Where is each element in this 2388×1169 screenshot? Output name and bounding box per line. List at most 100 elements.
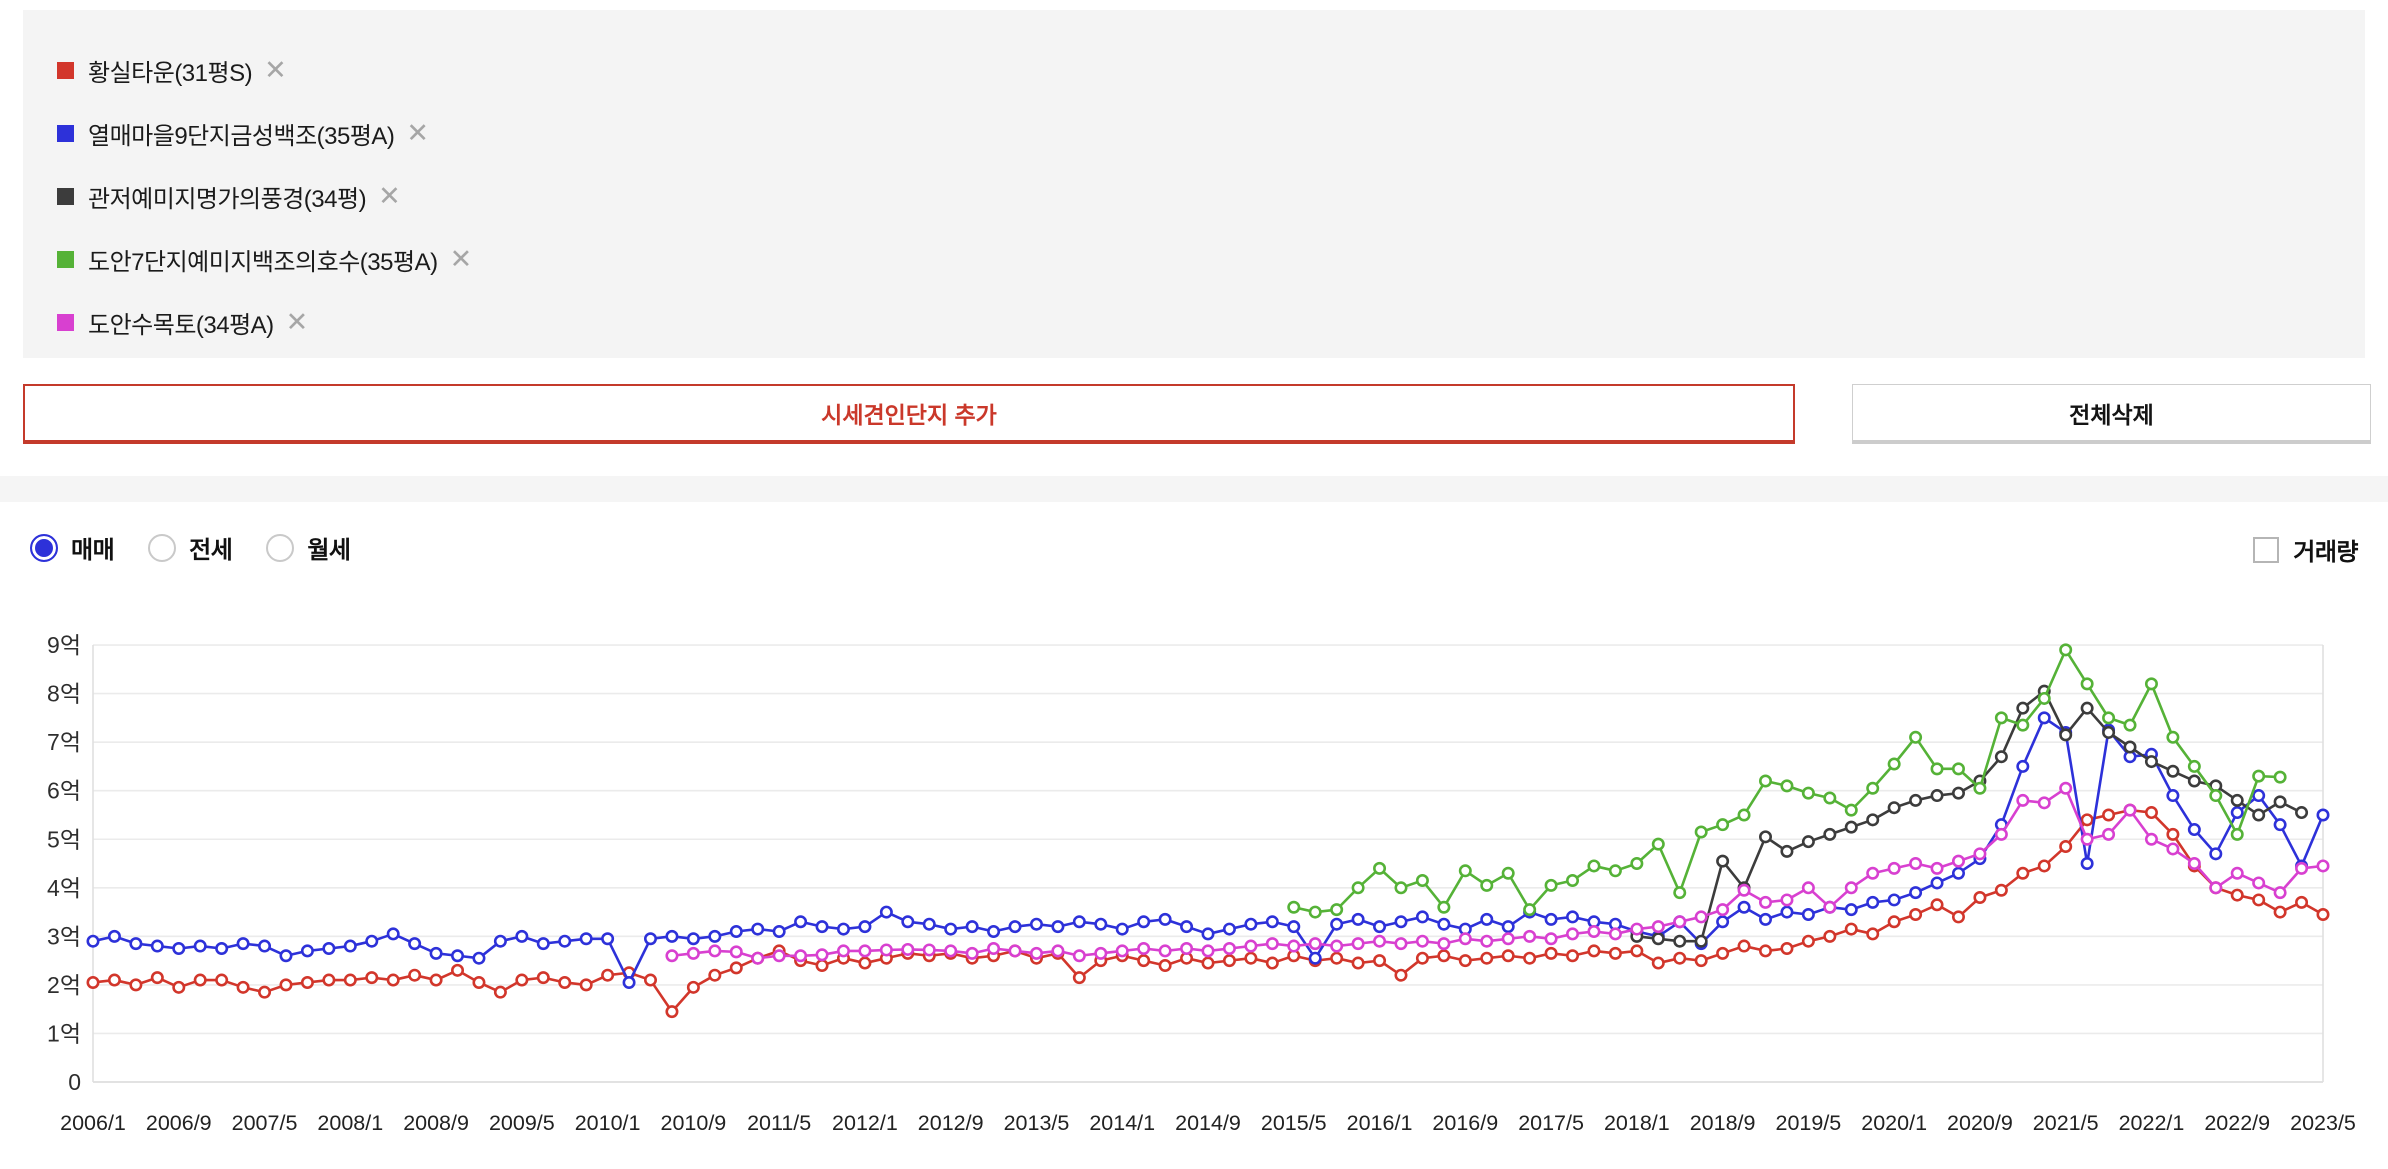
data-point-marker [1287, 920, 1301, 934]
data-point-marker [1480, 878, 1494, 892]
remove-icon[interactable]: ✕ [264, 54, 287, 85]
remove-icon[interactable]: ✕ [285, 306, 309, 337]
data-point-marker [1780, 844, 1794, 858]
data-point-marker [1651, 920, 1665, 934]
data-point-marker [1115, 922, 1129, 936]
data-point-marker [1351, 956, 1365, 970]
series-color-swatch [57, 124, 74, 142]
data-point-marker [1951, 854, 1965, 868]
data-point-marker [1415, 951, 1429, 965]
data-point-marker [2166, 789, 2180, 803]
data-point-marker [1330, 939, 1344, 953]
data-point-marker [1587, 944, 1601, 958]
data-point-marker [1801, 786, 1815, 800]
data-point-marker [1887, 861, 1901, 875]
radio-wolse[interactable]: 월세 [266, 530, 351, 565]
data-point-marker [129, 978, 143, 992]
data-point-marker [1759, 944, 1773, 958]
remove-icon[interactable]: ✕ [449, 243, 473, 274]
data-point-marker [322, 941, 336, 955]
data-point-marker [472, 951, 486, 965]
data-point-marker [1394, 937, 1408, 951]
radio-maemae[interactable]: 매매 [30, 530, 115, 565]
data-point-marker [1094, 946, 1108, 960]
data-point-marker [322, 973, 336, 987]
data-point-marker [1608, 927, 1622, 941]
data-point-marker [2166, 764, 2180, 778]
data-point-marker [987, 924, 1001, 938]
data-point-marker [1630, 922, 1644, 936]
complex-name: 도안7단지예미지백조의호수(35평A) [88, 248, 438, 276]
volume-checkbox[interactable]: 거래량 [2253, 532, 2358, 567]
clear-all-button[interactable]: 전체삭제 [1852, 384, 2371, 444]
x-axis-tick-label: 2012/9 [918, 1111, 984, 1135]
data-point-marker [1265, 937, 1279, 951]
data-point-marker [429, 946, 443, 960]
data-point-marker [1844, 803, 1858, 817]
x-axis-tick-label: 2006/9 [146, 1111, 212, 1135]
data-point-marker [129, 937, 143, 951]
data-point-marker [686, 980, 700, 994]
data-point-marker [1587, 859, 1601, 873]
data-point-marker [1930, 898, 1944, 912]
data-point-marker [1308, 951, 1322, 965]
data-point-marker [558, 934, 572, 948]
x-axis-tick-label: 2007/5 [232, 1111, 298, 1135]
data-point-marker [300, 944, 314, 958]
data-point-marker [2273, 795, 2287, 809]
x-axis-tick-label: 2011/5 [747, 1111, 811, 1135]
data-point-marker [2252, 808, 2266, 822]
data-point-marker [858, 956, 872, 970]
data-point-marker [193, 973, 207, 987]
data-point-marker [451, 963, 465, 977]
x-axis-tick-label: 2006/1 [60, 1111, 126, 1135]
data-point-marker [1308, 905, 1322, 919]
compare-legend-panel: 황실타운(31평S) ✕ 열매마을9단지금성백조(35평A) ✕ 관저예미지명가… [23, 10, 2365, 358]
radio-jeonse[interactable]: 전세 [148, 530, 233, 565]
data-point-marker [2037, 859, 2051, 873]
data-point-marker [1673, 951, 1687, 965]
y-axis-tick-label: 4억 [47, 875, 81, 901]
data-point-marker [2080, 701, 2094, 715]
data-point-marker [472, 975, 486, 989]
data-point-marker [665, 929, 679, 943]
data-point-marker [643, 973, 657, 987]
remove-icon[interactable]: ✕ [378, 180, 401, 211]
data-point-marker [1351, 881, 1365, 895]
data-point-marker [1694, 825, 1708, 839]
data-point-marker [794, 949, 808, 963]
legend-item: 도안7단지예미지백조의호수(35평A) ✕ [57, 242, 472, 276]
data-point-marker [2080, 677, 2094, 691]
data-point-marker [1523, 929, 1537, 943]
data-point-marker [150, 939, 164, 953]
data-point-marker [815, 958, 829, 972]
data-point-marker [1823, 900, 1837, 914]
data-point-marker [729, 924, 743, 938]
radio-unselected-icon [148, 533, 177, 562]
data-point-marker [922, 943, 936, 957]
data-point-marker [1501, 949, 1515, 963]
data-point-marker [622, 975, 636, 989]
data-point-marker [1201, 944, 1215, 958]
data-point-marker [1930, 762, 1944, 776]
x-axis-tick-label: 2022/9 [2204, 1111, 2270, 1135]
data-point-marker [2144, 832, 2158, 846]
data-point-marker [1930, 861, 1944, 875]
y-axis-tick-label: 1억 [47, 1020, 81, 1046]
data-point-marker [2144, 806, 2158, 820]
remove-icon[interactable]: ✕ [406, 117, 430, 148]
data-point-marker [2059, 728, 2073, 742]
data-point-marker [1887, 893, 1901, 907]
add-complex-button[interactable]: 시세견인단지 추가 [23, 384, 1795, 444]
data-point-marker [1844, 820, 1858, 834]
legend-item: 관저예미지명가의풍경(34평) ✕ [57, 179, 401, 213]
data-point-marker [879, 943, 893, 957]
data-point-marker [86, 975, 100, 989]
data-point-marker [1994, 711, 2008, 725]
series-line [670, 786, 2325, 960]
radio-label: 매매 [71, 537, 115, 564]
data-point-marker [1651, 956, 1665, 970]
data-point-marker [1909, 886, 1923, 900]
data-point-marker [343, 973, 357, 987]
data-point-marker [2166, 730, 2180, 744]
